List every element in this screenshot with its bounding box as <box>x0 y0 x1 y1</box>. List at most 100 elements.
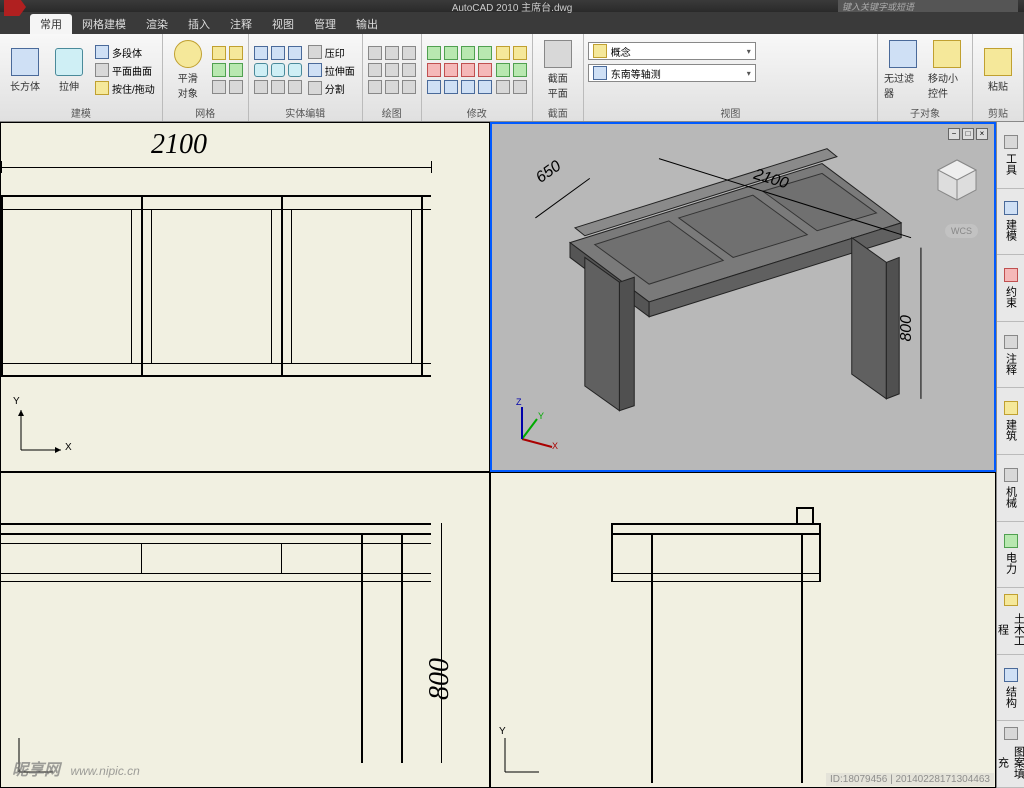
wcs-label[interactable]: WCS <box>945 224 978 238</box>
nofilter-button[interactable]: 无过滤器 <box>882 36 924 104</box>
ribbon-tabs: 常用 网格建模 渲染 插入 注释 视图 管理 输出 <box>0 12 1024 34</box>
move-tool[interactable] <box>426 45 442 61</box>
se-4[interactable] <box>253 62 269 78</box>
extrude-button[interactable]: 拉伸 <box>48 36 90 104</box>
viewport-front[interactable]: 800 <box>0 472 490 788</box>
se-7[interactable] <box>253 79 269 95</box>
m3d-4[interactable] <box>512 62 528 78</box>
explode-tool[interactable] <box>477 79 493 95</box>
array-tool[interactable] <box>477 62 493 78</box>
smooth-button[interactable]: 平滑 对象 <box>167 36 209 104</box>
mesh-tool-3[interactable] <box>211 62 227 78</box>
palette-arch[interactable]: 建筑 <box>997 388 1024 455</box>
tab-annotate[interactable]: 注释 <box>220 14 262 34</box>
mesh-tool-2[interactable] <box>228 45 244 61</box>
line-tool[interactable] <box>367 45 383 61</box>
extend-tool[interactable] <box>443 62 459 78</box>
mesh-tool-5[interactable] <box>211 79 227 95</box>
group-view: 概念▾ 东南等轴测▾ 视图 <box>584 34 878 121</box>
se-3[interactable] <box>287 45 303 61</box>
view-dropdown[interactable]: 东南等轴测▾ <box>588 64 756 82</box>
offset-tool[interactable] <box>426 79 442 95</box>
scale-tool[interactable] <box>443 79 459 95</box>
presspull-button[interactable]: 按住/拖动 <box>92 80 158 97</box>
polygon-tool[interactable] <box>384 79 400 95</box>
m3d-6[interactable] <box>512 79 528 95</box>
mirror-tool[interactable] <box>477 45 493 61</box>
palette-elec[interactable]: 电力 <box>997 522 1024 589</box>
vp-close-icon[interactable]: × <box>976 128 988 140</box>
m3d-1[interactable] <box>495 45 511 61</box>
ellipse-tool[interactable] <box>401 62 417 78</box>
polysolid-button[interactable]: 多段体 <box>92 44 158 61</box>
viewport-side[interactable]: Y <box>490 472 996 788</box>
box-button[interactable]: 长方体 <box>4 36 46 104</box>
polyline-tool[interactable] <box>384 45 400 61</box>
gizmo-button[interactable]: 移动小控件 <box>926 36 968 104</box>
tab-insert[interactable]: 插入 <box>178 14 220 34</box>
m3d-3[interactable] <box>495 62 511 78</box>
help-search[interactable]: 键入关键字或短语 <box>838 0 1018 12</box>
group-draw: 绘图 <box>363 34 422 121</box>
copy-tool[interactable] <box>443 45 459 61</box>
id-stamp: ID:18079456 | 20140228171304463 <box>826 773 994 786</box>
vp-maximize-icon[interactable]: □ <box>962 128 974 140</box>
extrudeface-button[interactable]: 拉伸面 <box>305 62 358 79</box>
m3d-5[interactable] <box>495 79 511 95</box>
separate-button[interactable]: 分割 <box>305 80 358 97</box>
viewport-controls: − □ × <box>948 128 988 140</box>
group-draw-label: 绘图 <box>367 104 417 121</box>
se-1[interactable] <box>253 45 269 61</box>
mesh-tool-4[interactable] <box>228 62 244 78</box>
se-8[interactable] <box>270 79 286 95</box>
tab-view[interactable]: 视图 <box>262 14 304 34</box>
tool-palette: 工具 建模 约束 注释 建筑 机械 电力 土木工程 结构 图案填充 <box>996 122 1024 788</box>
viewcube[interactable] <box>932 154 982 204</box>
m3d-2[interactable] <box>512 45 528 61</box>
fillet-tool[interactable] <box>460 62 476 78</box>
palette-tools[interactable]: 工具 <box>997 122 1024 189</box>
mesh-tool-6[interactable] <box>228 79 244 95</box>
group-solidedit-label: 实体编辑 <box>253 104 358 121</box>
palette-struct[interactable]: 结构 <box>997 655 1024 722</box>
helix-tool[interactable] <box>401 79 417 95</box>
trim-tool[interactable] <box>426 62 442 78</box>
tab-output[interactable]: 输出 <box>346 14 388 34</box>
tab-manage[interactable]: 管理 <box>304 14 346 34</box>
se-5[interactable] <box>270 62 286 78</box>
rotate-tool[interactable] <box>460 45 476 61</box>
vp-minimize-icon[interactable]: − <box>948 128 960 140</box>
mesh-tool-1[interactable] <box>211 45 227 61</box>
rect-tool[interactable] <box>367 79 383 95</box>
ribbon: 长方体 拉伸 多段体 平面曲面 按住/拖动 建模 平滑 对象 <box>0 34 1024 122</box>
se-6[interactable] <box>287 62 303 78</box>
palette-constraint[interactable]: 约束 <box>997 255 1024 322</box>
imprint-button[interactable]: 压印 <box>305 44 358 61</box>
se-2[interactable] <box>270 45 286 61</box>
spline-tool[interactable] <box>384 62 400 78</box>
viewport-3d[interactable]: − □ × WCS 650 <box>490 122 996 472</box>
table-3d-drawing: 650 2100 800 <box>492 124 994 470</box>
arc-tool[interactable] <box>367 62 383 78</box>
ucs-icon-top: X Y <box>11 400 71 463</box>
circle-tool[interactable] <box>401 45 417 61</box>
sectionplane-button[interactable]: 截面 平面 <box>537 36 579 104</box>
planarsurf-button[interactable]: 平面曲面 <box>92 62 158 79</box>
tab-render[interactable]: 渲染 <box>136 14 178 34</box>
ucs-icon-side: Y <box>497 730 547 783</box>
visual-style-dropdown[interactable]: 概念▾ <box>588 42 756 60</box>
tab-home[interactable]: 常用 <box>30 14 72 34</box>
se-9[interactable] <box>287 79 303 95</box>
palette-annotate[interactable]: 注释 <box>997 322 1024 389</box>
erase-tool[interactable] <box>460 79 476 95</box>
group-clipboard: 粘贴 剪贴 <box>973 34 1024 121</box>
group-section: 截面 平面 截面 <box>533 34 584 121</box>
palette-modeling[interactable]: 建模 <box>997 189 1024 256</box>
paste-button[interactable]: 粘贴 <box>977 36 1019 104</box>
viewport-area: 2100 X Y − □ × WC <box>0 122 996 788</box>
palette-civil[interactable]: 土木工程 <box>997 588 1024 655</box>
tab-mesh[interactable]: 网格建模 <box>72 14 136 34</box>
palette-hatch[interactable]: 图案填充 <box>997 721 1024 788</box>
palette-mech[interactable]: 机械 <box>997 455 1024 522</box>
viewport-top[interactable]: 2100 X Y <box>0 122 490 472</box>
